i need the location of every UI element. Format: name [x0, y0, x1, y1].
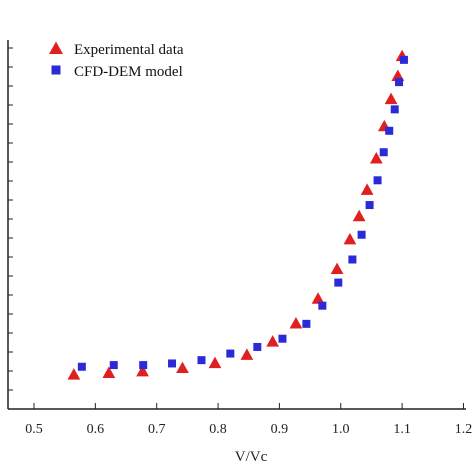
x-tick-label: 1.1	[393, 422, 411, 437]
cfd-dem-data-point	[278, 334, 287, 343]
cfd-dem-data-point	[365, 201, 374, 210]
experimental-data-point	[136, 364, 149, 377]
x-axis-label: V/Vc	[235, 449, 268, 465]
plot-axes: 0.5 0.6 0.7 0.8 0.9 1.0 1.1 1.2	[7, 40, 473, 437]
experimental-data-point	[369, 152, 383, 164]
x-tick-label: 0.8	[209, 422, 227, 437]
cfd-dem-data-point	[357, 230, 366, 239]
experimental-data-point	[343, 232, 357, 245]
experimental-data-point	[289, 317, 303, 329]
legend-triangle-icon	[49, 41, 63, 55]
experimental-data-point	[352, 209, 366, 222]
x-tick-label: 0.9	[271, 422, 289, 437]
x-tick-label: 1.2	[455, 422, 473, 437]
legend-square-icon	[51, 65, 61, 75]
experimental-data-point	[67, 368, 81, 380]
experimental-data-point	[391, 69, 405, 81]
plot-marks	[67, 49, 409, 380]
legend-label: CFD-DEM model	[74, 64, 183, 80]
x-tick-label: 1.0	[332, 422, 350, 437]
cfd-dem-data-point	[302, 319, 311, 328]
legend: Experimental data CFD-DEM model	[49, 41, 184, 80]
cfd-dem-data-point	[373, 176, 382, 185]
experimental-data-point	[384, 92, 398, 105]
cfd-dem-data-point	[197, 356, 206, 365]
cfd-dem-data-point	[379, 148, 388, 157]
cfd-dem-data-point	[395, 78, 404, 87]
x-tick-label: 0.7	[148, 422, 166, 437]
experimental-data-point	[311, 292, 325, 304]
experimental-data-point	[102, 366, 116, 378]
experimental-data-point	[240, 348, 254, 360]
cfd-dem-data-point	[77, 362, 86, 371]
cfd-dem-data-point	[226, 349, 235, 358]
cfd-dem-data-point	[318, 301, 327, 310]
cfd-dem-data-point	[348, 255, 357, 264]
experimental-data-point	[176, 361, 189, 374]
cfd-dem-data-point	[385, 126, 394, 135]
cfd-dem-data-point	[334, 278, 343, 287]
experimental-data-point	[330, 262, 344, 275]
legend-label: Experimental data	[74, 42, 184, 58]
cfd-dem-data-point	[253, 342, 262, 351]
cfd-dem-data-point	[390, 105, 399, 114]
experimental-data-point	[360, 183, 374, 195]
x-tick-label: 0.6	[87, 422, 105, 437]
experimental-data-point	[208, 356, 222, 369]
cfd-dem-data-point	[109, 361, 118, 370]
experimental-data-point	[266, 335, 280, 347]
x-tick-label: 0.5	[25, 422, 43, 437]
cfd-dem-data-point	[399, 55, 408, 64]
cfd-dem-data-point	[139, 361, 148, 370]
cfd-dem-data-point	[168, 359, 177, 368]
